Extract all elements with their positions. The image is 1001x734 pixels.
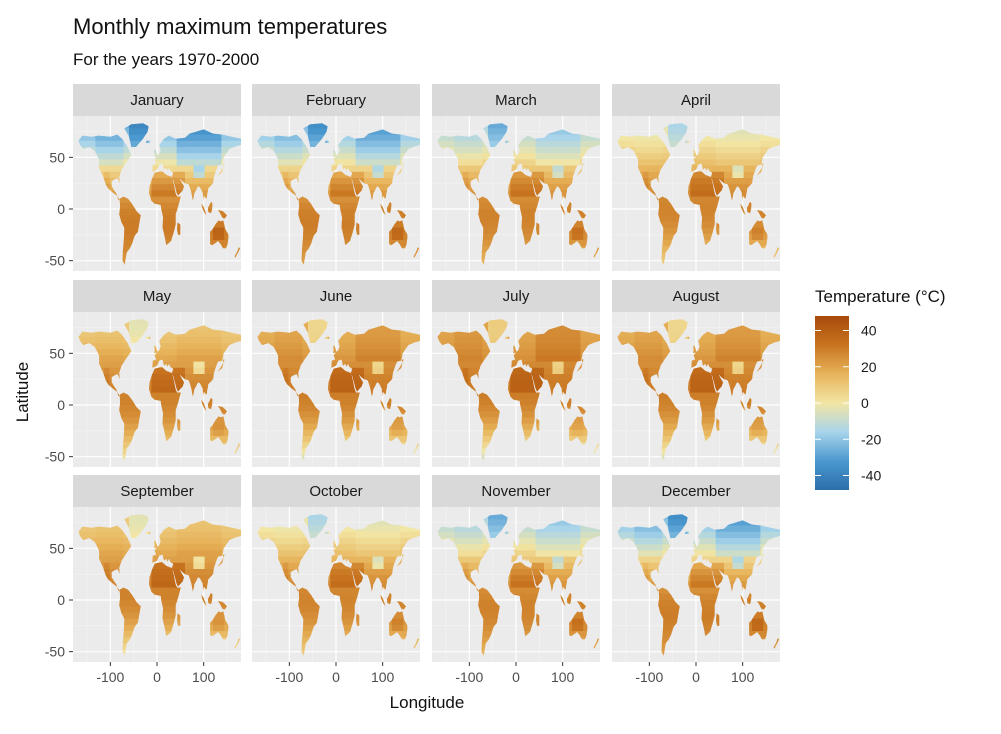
x-tick-label: 0 [692,669,700,685]
legend-tick-label: 40 [861,323,877,339]
y-axis-label: Latitude [13,362,32,423]
facet-may: May [73,280,242,468]
y-tick-label: 0 [57,397,65,413]
facet-april: April [612,84,781,272]
facet-label: August [673,288,721,305]
chart-title: Monthly maximum temperatures [73,14,387,39]
facet-october: October [252,475,421,663]
facet-november: November [432,475,601,663]
facet-label: February [306,92,367,109]
y-tick-label: 50 [49,345,65,361]
facet-december: December [612,475,781,663]
x-tick-label: -100 [275,669,303,685]
x-tick-label: -100 [635,669,663,685]
x-tick-label: 0 [153,669,161,685]
y-tick-label: -50 [45,449,65,465]
facet-label: June [320,288,353,305]
legend-tick-label: 20 [861,359,877,375]
facet-july: July [432,280,601,468]
y-tick-label: -50 [45,253,65,269]
legend: Temperature (°C) 40 20 0 -20 -40 [815,287,946,490]
x-tick-label: -100 [455,669,483,685]
x-tick-label: 100 [371,669,395,685]
legend-title: Temperature (°C) [815,287,946,306]
facet-label: May [143,288,172,305]
y-tick-label: 0 [57,201,65,217]
facet-august: August [612,280,781,468]
y-tick-label: -50 [45,644,65,660]
y-tick-label: 50 [49,149,65,165]
legend-tick-label: 0 [861,395,869,411]
legend-tick-label: -40 [861,468,881,484]
facet-label: September [120,483,193,500]
x-axis-label: Longitude [390,693,465,712]
facet-label: December [661,483,730,500]
facet-january: January [73,84,242,272]
x-tick-label: 100 [731,669,755,685]
facet-label: January [130,92,184,109]
facet-label: November [481,483,550,500]
facet-march: March [432,84,601,272]
facet-label: April [681,92,711,109]
facet-panels: January February March April May June July Augu… [73,84,781,663]
x-tick-label: -100 [96,669,124,685]
x-tick-label: 100 [192,669,216,685]
facet-june: June [252,280,421,468]
x-tick-label: 0 [512,669,520,685]
facet-september: September [73,475,242,663]
facet-label: March [495,92,537,109]
x-tick-label: 0 [332,669,340,685]
y-tick-label: 0 [57,592,65,608]
facet-label: October [309,483,362,500]
x-tick-label: 100 [551,669,575,685]
facet-february: February [252,84,421,272]
facet-label: July [503,288,530,305]
legend-tick-label: -20 [861,431,881,447]
y-tick-label: 50 [49,540,65,556]
chart-subtitle: For the years 1970-2000 [73,50,259,69]
